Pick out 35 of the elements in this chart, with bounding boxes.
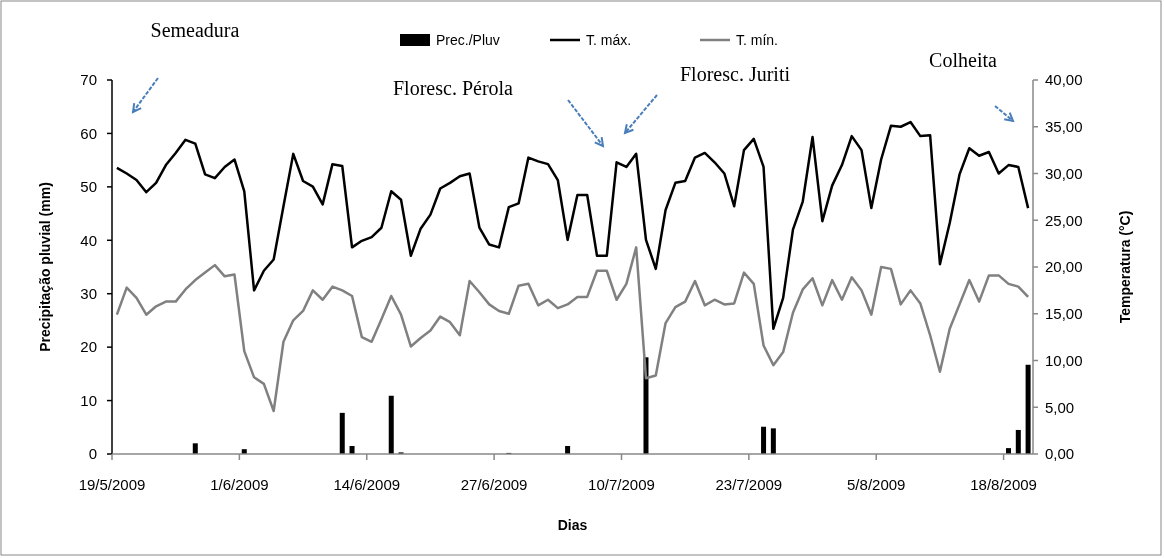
text: Colheita xyxy=(929,49,997,71)
legend-label: T. mín. xyxy=(736,31,779,48)
x-tick-label: 1/6/2009 xyxy=(210,476,269,493)
x-tick-label: 5/8/2009 xyxy=(847,476,906,493)
y2-axis-title: Temperatura (°C) xyxy=(1117,210,1133,324)
legend-label: T. máx. xyxy=(586,31,632,48)
y2-tick-label: 0,00 xyxy=(1045,445,1075,463)
y2-tick-label: 35,00 xyxy=(1045,118,1083,135)
y-tick-label: 20 xyxy=(80,338,97,356)
x-tick-label: 10/7/2009 xyxy=(588,476,655,493)
y-tick-label: 10 xyxy=(80,391,97,409)
text: Semeadura xyxy=(150,19,240,41)
y-axis-title: Precipitação pluvial (mm) xyxy=(37,182,53,352)
y-tick-label: 40 xyxy=(80,231,97,249)
y2-tick-label: 5,00 xyxy=(1045,398,1075,416)
y2-tick-label: 20,00 xyxy=(1045,258,1083,276)
annotation: Floresc. Pérola xyxy=(393,77,514,99)
y-tick-label: 30 xyxy=(80,284,97,302)
x-tick-label: 27/6/2009 xyxy=(460,476,528,493)
y-tick-label: 50 xyxy=(80,178,97,196)
y-tick-label: 70 xyxy=(80,71,97,89)
x-tick-label: 19/5/2009 xyxy=(78,476,146,493)
y2-tick-label: 30,00 xyxy=(1045,164,1083,182)
y2-tick-label: 15,00 xyxy=(1045,305,1083,322)
y2-tick-label: 10,00 xyxy=(1045,351,1083,369)
y-tick-label: 60 xyxy=(80,124,97,142)
x-tick-label: 23/7/2009 xyxy=(715,476,783,493)
y2-tick-label: 40,00 xyxy=(1045,71,1083,89)
y2-tick-label: 25,00 xyxy=(1045,211,1083,229)
x-axis-title: Dias xyxy=(557,517,588,533)
y-tick-label: 0 xyxy=(88,445,97,463)
x-tick-label: 18/8/2009 xyxy=(970,476,1037,493)
legend-label: Prec./Pluv xyxy=(436,31,500,48)
x-tick-label: 14/6/2009 xyxy=(333,476,401,493)
annotation: Floresc. Juriti xyxy=(680,63,791,85)
